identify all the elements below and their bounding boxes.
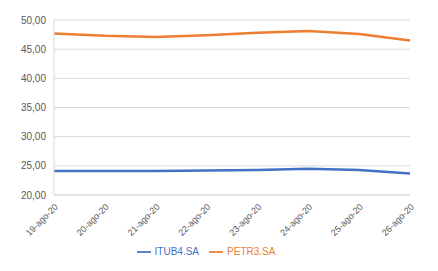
svg-text:19-ago-20: 19-ago-20 [24, 202, 60, 238]
svg-text:25,00: 25,00 [21, 160, 46, 171]
svg-text:50,00: 50,00 [21, 15, 46, 26]
svg-text:35,00: 35,00 [21, 102, 46, 113]
svg-text:25-ago-20: 25-ago-20 [329, 202, 365, 238]
svg-text:20,00: 20,00 [21, 190, 46, 201]
svg-text:21-ago-20: 21-ago-20 [126, 202, 162, 238]
svg-text:24-ago-20: 24-ago-20 [278, 202, 314, 238]
svg-text:23-ago-20: 23-ago-20 [227, 202, 263, 238]
html-text:PETR3.SA: PETR3.SA [227, 245, 276, 257]
svg-text:26-ago-20: 26-ago-20 [380, 202, 416, 238]
svg-text:40,00: 40,00 [21, 73, 46, 84]
svg-text:22-ago-20: 22-ago-20 [176, 202, 212, 238]
svg-text:20-ago-20: 20-ago-20 [75, 202, 111, 238]
svg-text:45,00: 45,00 [21, 44, 46, 55]
svg-text:30,00: 30,00 [21, 131, 46, 142]
html-text:ITUB4.SA: ITUB4.SA [154, 245, 199, 257]
